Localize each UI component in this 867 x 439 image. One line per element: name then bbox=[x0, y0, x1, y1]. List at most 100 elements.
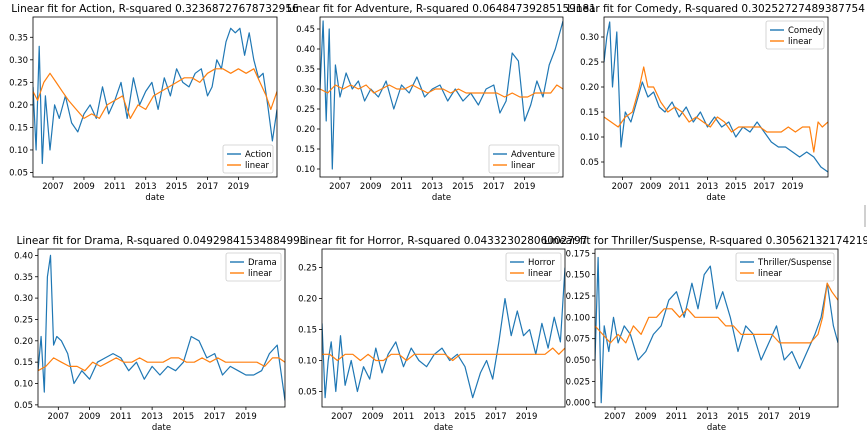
chart-4-xtick-label: 2019 bbox=[516, 412, 538, 422]
chart-0-ytick-label: 0.20 bbox=[9, 101, 28, 111]
chart-5-xtick-label: 2009 bbox=[635, 412, 657, 422]
chart-1: Linear fit for Adventure, R-squared 0.06… bbox=[287, 3, 596, 203]
chart-3-ytick-label: 0.20 bbox=[14, 337, 33, 347]
chart-0-xtick-label: 2013 bbox=[135, 182, 157, 192]
chart-3-xtick-label: 2007 bbox=[48, 412, 70, 422]
chart-2-ytick-label: 0.15 bbox=[580, 108, 599, 118]
chart-4-title: Linear fit for Horror, R-squared 0.04332… bbox=[300, 235, 588, 247]
chart-3-ytick-label: 0.05 bbox=[14, 401, 33, 411]
chart-1-xlabel: date bbox=[432, 193, 451, 203]
chart-1-xtick-label: 2007 bbox=[329, 182, 351, 192]
chart-1-xtick-label: 2015 bbox=[452, 182, 474, 192]
chart-5-xlabel: date bbox=[707, 423, 726, 433]
chart-3-xlabel: date bbox=[152, 423, 171, 433]
chart-2-ytick-label: 0.30 bbox=[580, 33, 599, 43]
chart-3-series-drama-line bbox=[38, 254, 285, 401]
chart-2-axes-frame bbox=[603, 16, 829, 178]
chart-1-ytick-label: 0.35 bbox=[296, 65, 315, 75]
chart-0-xtick-label: 2017 bbox=[197, 182, 219, 192]
chart-2-legend-box bbox=[765, 20, 825, 50]
chart-3-axes-frame bbox=[37, 248, 286, 408]
chart-0-ytick-label: 0.05 bbox=[9, 168, 28, 178]
chart-4-series-horror-line bbox=[322, 267, 565, 399]
chart-3-xtick-label: 2013 bbox=[141, 412, 163, 422]
chart-4-xtick-label: 2015 bbox=[454, 412, 476, 422]
chart-3-xtick-label: 2011 bbox=[110, 412, 132, 422]
chart-5-xtick-label: 2007 bbox=[604, 412, 626, 422]
chart-2: Linear fit for Comedy, R-squared 0.30252… bbox=[567, 3, 865, 203]
chart-1-title: Linear fit for Adventure, R-squared 0.06… bbox=[287, 3, 596, 15]
chart-0: Linear fit for Action, R-squared 0.32368… bbox=[9, 3, 299, 203]
chart-0-series-action-line bbox=[33, 27, 277, 165]
chart-5-ytick-label: 0.125 bbox=[566, 292, 590, 302]
chart-0-xlabel: date bbox=[145, 193, 164, 203]
chart-4-legend-label: linear bbox=[528, 269, 553, 279]
chart-1-xtick-label: 2009 bbox=[360, 182, 382, 192]
chart-0-ytick-label: 0.15 bbox=[9, 123, 28, 133]
chart-0-xtick-label: 2019 bbox=[228, 182, 250, 192]
chart-2-xtick-label: 2019 bbox=[782, 182, 804, 192]
chart-5-xtick-label: 2013 bbox=[696, 412, 718, 422]
chart-0-ytick-label: 0.10 bbox=[9, 146, 28, 156]
chart-1-ytick-label: 0.45 bbox=[296, 25, 315, 35]
chart-5-series-linear-line bbox=[595, 282, 838, 344]
chart-4: Linear fit for Horror, R-squared 0.04332… bbox=[298, 235, 587, 433]
chart-2-ytick-label: 0.10 bbox=[580, 133, 599, 143]
chart-2-xtick-label: 2011 bbox=[668, 182, 690, 192]
chart-4-ytick-label: 0.05 bbox=[298, 388, 317, 398]
chart-4-xtick-label: 2013 bbox=[423, 412, 445, 422]
chart-5-ytick-label: 0.025 bbox=[566, 377, 590, 387]
chart-4-xtick-label: 2007 bbox=[331, 412, 353, 422]
chart-2-title: Linear fit for Comedy, R-squared 0.30252… bbox=[567, 3, 865, 15]
chart-5-xtick-label: 2017 bbox=[758, 412, 780, 422]
chart-4-xtick-label: 2009 bbox=[362, 412, 384, 422]
chart-4-legend-box bbox=[505, 252, 562, 282]
chart-5-title: Linear fit for Thriller/Suspense, R-squa… bbox=[544, 235, 867, 247]
chart-0-legend-label: Action bbox=[245, 150, 272, 160]
chart-1-legend-box bbox=[488, 144, 560, 174]
chart-2-xtick-label: 2007 bbox=[612, 182, 634, 192]
chart-4-axes-frame bbox=[321, 248, 566, 408]
chart-1-ytick-label: 0.40 bbox=[296, 45, 315, 55]
chart-0-legend-label: linear bbox=[245, 161, 270, 171]
chart-3-title: Linear fit for Drama, R-squared 0.049298… bbox=[16, 235, 306, 247]
chart-3-legend-label: linear bbox=[248, 269, 273, 279]
chart-1-xtick-label: 2011 bbox=[391, 182, 413, 192]
chart-2-legend-label: Comedy bbox=[788, 26, 823, 36]
chart-4-series-linear-line bbox=[322, 347, 565, 362]
chart-4-xtick-label: 2011 bbox=[393, 412, 415, 422]
chart-3: Linear fit for Drama, R-squared 0.049298… bbox=[14, 235, 306, 433]
chart-3-series-linear-line bbox=[38, 357, 285, 372]
chart-5-legend-box bbox=[735, 252, 835, 282]
chart-1-ytick-label: 0.30 bbox=[296, 85, 315, 95]
chart-4-ytick-label: 0.15 bbox=[298, 326, 317, 336]
chart-4-ytick-label: 0.25 bbox=[298, 264, 317, 274]
chart-4-ytick-label: 0.10 bbox=[298, 357, 317, 367]
chart-0-xtick-label: 2009 bbox=[73, 182, 95, 192]
chart-1-legend-label: linear bbox=[511, 161, 536, 171]
chart-5-series-thriller-suspense-line bbox=[595, 256, 838, 404]
chart-5-xtick-label: 2011 bbox=[666, 412, 688, 422]
chart-5-ytick-label: 0.000 bbox=[566, 399, 590, 409]
chart-1-series-linear-line bbox=[320, 84, 563, 98]
chart-5-ytick-label: 0.050 bbox=[566, 356, 590, 366]
chart-2-series-comedy-line bbox=[604, 21, 828, 173]
chart-3-xtick-label: 2019 bbox=[235, 412, 257, 422]
chart-5-xtick-label: 2015 bbox=[727, 412, 749, 422]
chart-1-xtick-label: 2017 bbox=[483, 182, 505, 192]
chart-1-ytick-label: 0.15 bbox=[296, 145, 315, 155]
chart-1-ytick-label: 0.10 bbox=[296, 165, 315, 175]
chart-2-ytick-label: 0.05 bbox=[580, 158, 599, 168]
chart-2-xtick-label: 2015 bbox=[725, 182, 747, 192]
chart-3-ytick-label: 0.35 bbox=[14, 273, 33, 283]
chart-5-ytick-label: 0.075 bbox=[566, 335, 590, 345]
chart-1-axes-frame bbox=[319, 16, 564, 178]
chart-5-xtick-label: 2019 bbox=[789, 412, 811, 422]
chart-0-ytick-label: 0.30 bbox=[9, 56, 28, 66]
chart-3-ytick-label: 0.25 bbox=[14, 315, 33, 325]
chart-2-xtick-label: 2009 bbox=[640, 182, 662, 192]
